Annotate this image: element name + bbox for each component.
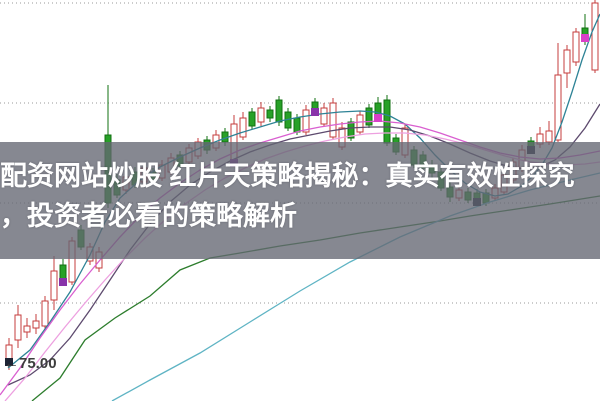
candle-marker-purple [59, 278, 67, 286]
candle-body [572, 31, 580, 63]
candle-body [591, 2, 599, 71]
headline-line-2: ，投资者必看的策略解析 [0, 201, 297, 231]
candle-body [320, 107, 328, 125]
candle-body [275, 99, 283, 123]
headline-line-1: 配资网站炒股 红片天策略揭秘：真实有效性探究 [0, 161, 575, 191]
candle-body [347, 121, 355, 139]
candle-body [545, 130, 553, 143]
headline-overlay-band: 配资网站炒股 红片天策略揭秘：真实有效性探究 ，投资者必看的策略解析 [0, 142, 600, 259]
candle-marker-purple [311, 108, 319, 116]
candle-body [356, 114, 364, 133]
candle-body [302, 109, 310, 133]
candle-body [248, 111, 256, 127]
candle-marker-magenta [581, 34, 589, 42]
candle-body [266, 109, 274, 119]
candle-body [50, 270, 58, 301]
candle-body [329, 102, 337, 138]
candle-body [23, 325, 31, 333]
candle-body [554, 74, 562, 141]
candle-marker-magenta [374, 114, 382, 122]
candle-body [563, 49, 571, 74]
candle-marker-dark [5, 358, 13, 366]
candle-body [293, 117, 301, 133]
price-level-label: ←75.00 [4, 355, 57, 372]
candle-body [41, 300, 49, 327]
candle-body [365, 107, 373, 126]
candle-body [257, 107, 265, 123]
candle-body [32, 320, 40, 329]
candle-body [14, 314, 22, 341]
candle-body [239, 117, 247, 138]
